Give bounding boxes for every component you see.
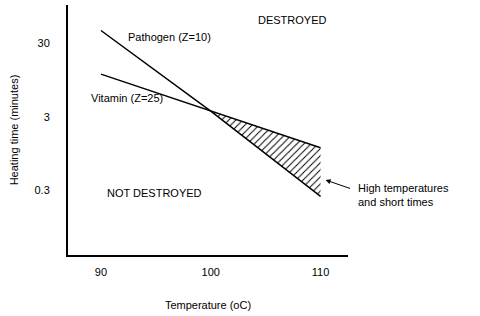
svg-text:30: 30	[38, 37, 50, 49]
svg-text:0.3: 0.3	[35, 184, 50, 196]
svg-text:100: 100	[202, 266, 220, 278]
svg-text:High temperaturesand short tim: High temperaturesand short times	[358, 182, 449, 208]
svg-text:Heating time (minutes): Heating time (minutes)	[8, 75, 20, 186]
svg-text:Temperature (oC): Temperature (oC)	[165, 299, 251, 311]
svg-text:Vitamin (Z=25): Vitamin (Z=25)	[91, 92, 163, 104]
svg-text:DESTROYED: DESTROYED	[258, 14, 327, 26]
svg-text:NOT DESTROYED: NOT DESTROYED	[107, 187, 202, 199]
svg-text:90: 90	[95, 266, 107, 278]
svg-text:3: 3	[44, 111, 50, 123]
svg-text:Pathogen (Z=10): Pathogen (Z=10)	[128, 31, 211, 43]
svg-text:110: 110	[312, 266, 330, 278]
